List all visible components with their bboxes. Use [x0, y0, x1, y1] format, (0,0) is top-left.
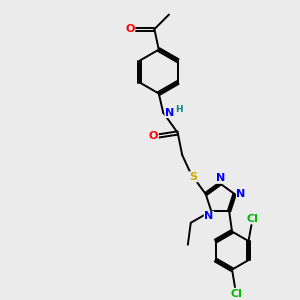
Text: O: O: [125, 24, 135, 34]
Text: N: N: [216, 173, 225, 183]
Text: N: N: [236, 189, 246, 199]
Text: Cl: Cl: [247, 214, 259, 224]
Text: N: N: [204, 212, 214, 221]
Text: H: H: [176, 104, 183, 113]
Text: Cl: Cl: [230, 289, 242, 298]
Text: S: S: [189, 172, 197, 182]
Text: N: N: [165, 107, 174, 118]
Text: O: O: [149, 131, 158, 141]
